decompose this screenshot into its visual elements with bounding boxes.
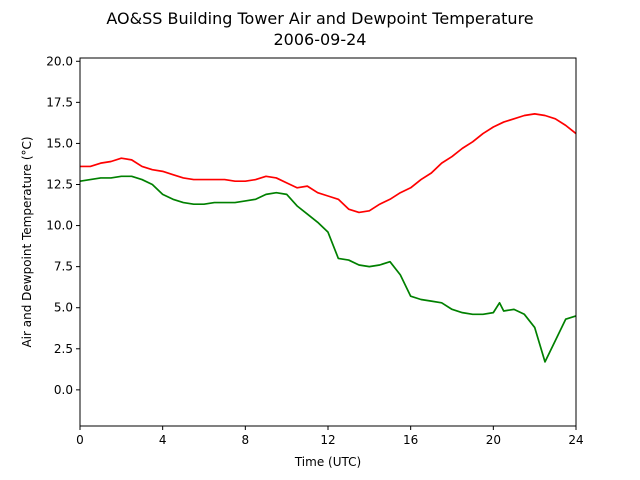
y-tick-label: 12.5 bbox=[46, 178, 73, 192]
y-tick-label: 2.5 bbox=[54, 342, 73, 356]
x-tick-label: 0 bbox=[76, 433, 84, 447]
chart-subtitle: 2006-09-24 bbox=[274, 30, 367, 49]
x-tick-label: 24 bbox=[568, 433, 583, 447]
x-tick-label: 12 bbox=[320, 433, 335, 447]
y-axis-label: Air and Dewpoint Temperature (°C) bbox=[20, 136, 34, 347]
x-tick-label: 16 bbox=[403, 433, 418, 447]
y-tick-label: 7.5 bbox=[54, 260, 73, 274]
y-axis: 0.0 2.5 5.0 7.5 10.0 12.5 15.0 17.5 20.0 bbox=[46, 54, 80, 397]
x-tick-label: 20 bbox=[486, 433, 501, 447]
series-layer bbox=[79, 113, 577, 363]
y-tick-label: 15.0 bbox=[46, 136, 73, 150]
x-tick-label: 4 bbox=[159, 433, 167, 447]
x-tick-label: 8 bbox=[242, 433, 250, 447]
x-axis: 0 4 8 12 16 20 24 bbox=[76, 426, 584, 447]
y-tick-label: 5.0 bbox=[54, 301, 73, 315]
dewpoint-temperature-line bbox=[79, 175, 577, 363]
y-tick-label: 0.0 bbox=[54, 383, 73, 397]
x-axis-label: Time (UTC) bbox=[294, 455, 361, 469]
y-tick-label: 10.0 bbox=[46, 219, 73, 233]
y-tick-label: 17.5 bbox=[46, 95, 73, 109]
plot-frame bbox=[79, 57, 577, 427]
y-tick-label: 20.0 bbox=[46, 54, 73, 68]
chart-title: AO&SS Building Tower Air and Dewpoint Te… bbox=[106, 9, 533, 28]
air-temperature-line bbox=[80, 113, 577, 214]
